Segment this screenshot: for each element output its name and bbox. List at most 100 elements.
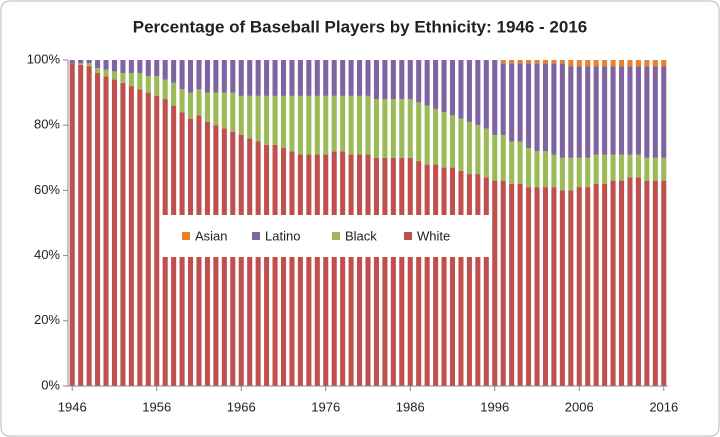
bar-segment <box>154 95 160 387</box>
bar-segment <box>576 60 582 67</box>
bar-segment <box>602 66 608 155</box>
bar-segment <box>289 151 295 386</box>
bar-segment <box>78 60 84 64</box>
bar-segment <box>407 157 413 386</box>
bar-segment <box>390 99 396 158</box>
bar-segment <box>635 60 641 67</box>
bar-segment <box>357 154 363 386</box>
bar-segment <box>331 60 337 96</box>
bar-segment <box>78 64 84 386</box>
bar-segment <box>323 95 329 155</box>
x-tick-label: 1976 <box>311 399 340 414</box>
y-tick-label: 40% <box>34 247 60 262</box>
bar-segment <box>433 108 439 165</box>
bar-segment <box>103 60 109 70</box>
legend-swatch <box>404 232 412 240</box>
bar-segment <box>247 95 253 139</box>
bar-segment <box>458 60 464 119</box>
bar-segment <box>602 60 608 67</box>
bar-segment <box>517 141 523 184</box>
bar-segment <box>306 154 312 386</box>
bar-segment <box>382 99 388 158</box>
bar-segment <box>272 60 278 96</box>
bar-segment <box>534 151 540 188</box>
bar-segment <box>542 151 548 188</box>
bar-segment <box>652 66 658 158</box>
bar-segment <box>509 63 515 142</box>
bar-segment <box>526 148 532 188</box>
legend-label: White <box>417 228 450 243</box>
bar-segment <box>340 60 346 96</box>
bar-segment <box>483 128 489 178</box>
bar-segment <box>145 76 151 93</box>
bar-segment <box>551 63 557 155</box>
bar-segment <box>610 66 616 155</box>
bar-segment <box>627 154 633 178</box>
bar-segment <box>466 174 472 386</box>
bar-segment <box>357 95 363 155</box>
bar-segment <box>230 92 236 132</box>
bar-segment <box>526 63 532 149</box>
bar-segment <box>627 177 633 386</box>
bar-segment <box>576 66 582 158</box>
bar-segment <box>407 60 413 100</box>
bar-segment <box>162 79 168 100</box>
bar-segment <box>661 180 667 386</box>
bar-segment <box>204 92 210 122</box>
bar-segment <box>264 95 270 145</box>
bar-segment <box>593 183 599 386</box>
bar-segment <box>348 95 354 155</box>
bar-segment <box>407 99 413 158</box>
bar-segment <box>103 69 109 77</box>
bar-segment <box>373 99 379 158</box>
bar-segment <box>399 60 405 100</box>
bar-segment <box>526 60 532 64</box>
bar-segment <box>559 190 565 386</box>
bar-segment <box>357 60 363 96</box>
bar-segment <box>188 92 194 119</box>
bar-segment <box>365 154 371 386</box>
bar-segment <box>517 63 523 142</box>
bar-segment <box>120 73 126 83</box>
bar-segment <box>526 187 532 386</box>
bar-segment <box>314 60 320 96</box>
bar-segment <box>644 180 650 386</box>
bar-segment <box>627 60 633 67</box>
bar-segment <box>534 63 540 152</box>
bar-segment <box>289 95 295 152</box>
bar-segment <box>652 157 658 181</box>
x-tick-label: 1946 <box>58 399 87 414</box>
bar-segment <box>213 92 219 126</box>
bar-segment <box>373 157 379 386</box>
bar-segment <box>509 60 515 64</box>
bar-segment <box>255 60 261 96</box>
bar-segment <box>661 60 667 67</box>
bar-segment <box>500 180 506 386</box>
x-tick-label: 1986 <box>396 399 425 414</box>
bar-segment <box>542 60 548 64</box>
bar-segment <box>483 60 489 129</box>
bar-segment <box>95 68 101 74</box>
bar-segment <box>213 60 219 93</box>
bar-segment <box>635 177 641 386</box>
bar-segment <box>534 187 540 386</box>
bar-segment <box>111 71 118 80</box>
bar-segment <box>559 60 565 64</box>
bar-segment <box>103 76 109 387</box>
bar-segment <box>551 154 557 188</box>
bar-segment <box>154 76 160 96</box>
bar-segment <box>297 95 303 155</box>
bar-segment <box>111 79 118 386</box>
bar-segment <box>551 60 557 64</box>
bar-segment <box>272 95 278 145</box>
bar-segment <box>221 60 227 93</box>
bar-segment <box>466 60 472 122</box>
bar-segment <box>137 89 143 386</box>
bar-segment <box>466 121 472 175</box>
bar-segment <box>618 154 625 181</box>
y-tick-label: 60% <box>34 182 60 197</box>
bar-segment <box>610 154 616 181</box>
bar-segment <box>602 183 608 386</box>
y-tick-label: 20% <box>34 312 60 327</box>
